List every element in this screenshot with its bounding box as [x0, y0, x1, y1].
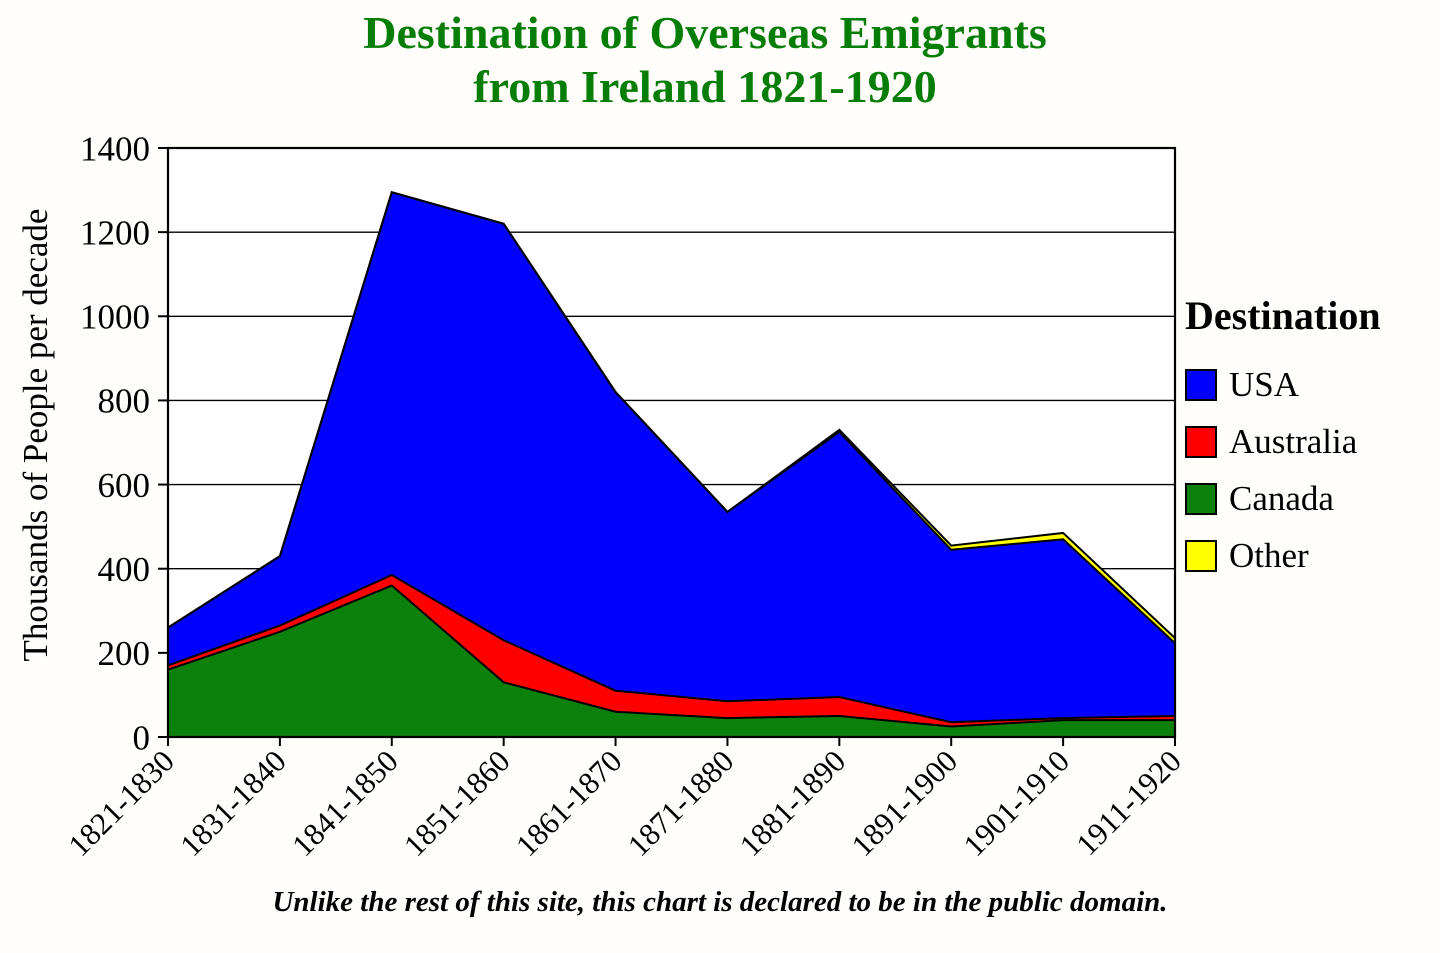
x-tick-label: 1901-1910	[956, 743, 1076, 863]
legend-label-australia: Australia	[1229, 422, 1358, 461]
legend-swatch-canada	[1185, 483, 1217, 515]
x-tick-label: 1911-1920	[1069, 743, 1188, 862]
x-tick-label: 1851-1860	[397, 743, 517, 863]
y-axis-label: Thousands of People per decade	[16, 208, 55, 662]
footer-note: Unlike the rest of this site, this chart…	[272, 886, 1168, 918]
boundary-australia	[167, 573, 1176, 724]
x-tick-label: 1821-1830	[61, 743, 181, 863]
x-tick-label: 1871-1880	[621, 743, 741, 863]
legend: Destination USA Australia Canada Other	[1185, 292, 1381, 593]
y-tick-label: 400	[98, 550, 151, 589]
legend-swatch-other	[1185, 540, 1217, 572]
legend-label-canada: Canada	[1229, 479, 1334, 518]
y-tick-label: 1000	[80, 298, 150, 337]
area-canada	[168, 585, 1175, 737]
boundary-canada	[167, 584, 1175, 728]
legend-swatch-australia	[1185, 426, 1217, 458]
legend-swatch-usa	[1185, 369, 1217, 401]
chart-title-line1: Destination of Overseas Emigrants	[363, 7, 1047, 58]
x-tick-label: 1861-1870	[509, 743, 629, 863]
y-tick-label: 1200	[80, 213, 150, 252]
y-tick-label: 600	[98, 466, 151, 505]
x-tick-label: 1841-1850	[285, 743, 405, 863]
chart-title: Destination of Overseas Emigrants from I…	[0, 6, 1410, 115]
legend-item-other: Other	[1185, 536, 1381, 576]
chart-title-line2: from Ireland 1821-1920	[473, 61, 937, 113]
plot-border	[166, 146, 1177, 739]
y-tick-label: 1400	[80, 129, 150, 168]
x-tick-label: 1831-1840	[173, 743, 293, 863]
legend-title: Destination	[1185, 293, 1381, 338]
legend-items: USA Australia Canada Other	[1185, 365, 1381, 593]
legend-item-canada: Canada	[1185, 479, 1381, 519]
x-tick-label: 1881-1890	[733, 743, 853, 863]
legend-item-usa: USA	[1185, 365, 1381, 405]
legend-label-usa: USA	[1229, 365, 1300, 404]
x-tick-labels: 1821-18301831-18401841-18501851-18601861…	[61, 743, 1188, 863]
y-tick-label: 800	[98, 382, 151, 421]
x-tick-label: 1891-1900	[844, 743, 964, 863]
y-tick-label: 0	[133, 718, 151, 757]
legend-item-australia: Australia	[1185, 422, 1381, 462]
axes	[158, 146, 1177, 746]
y-tick-labels: 0 200 400 600 800 1000 1200 1400	[80, 129, 150, 757]
legend-label-other: Other	[1229, 536, 1309, 575]
areas	[168, 192, 1175, 738]
y-tick-label: 200	[98, 634, 151, 673]
boundaries	[167, 190, 1176, 728]
boundary-other	[167, 190, 1176, 639]
